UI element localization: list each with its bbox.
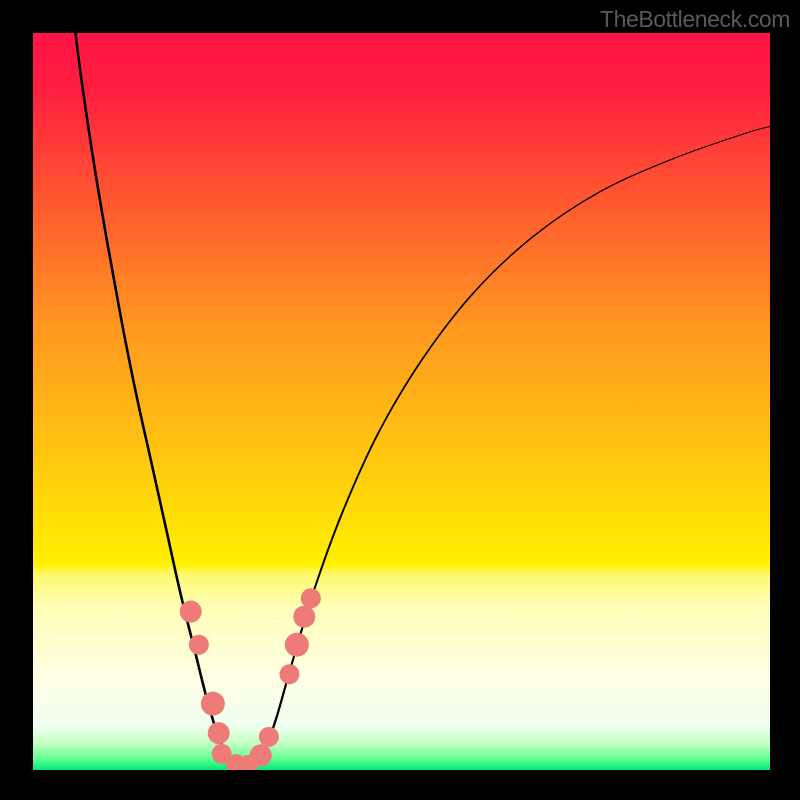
plot-svg — [33, 33, 770, 770]
marker-point — [279, 664, 299, 684]
marker-point — [189, 635, 209, 655]
chart-frame: TheBottleneck.com — [0, 0, 800, 800]
marker-point — [285, 633, 309, 657]
marker-point — [301, 588, 321, 608]
marker-point — [201, 692, 225, 716]
marker-point — [180, 601, 202, 623]
marker-point — [293, 606, 315, 628]
watermark-text: TheBottleneck.com — [600, 6, 790, 33]
marker-point — [250, 744, 272, 766]
plot-background — [33, 33, 770, 770]
plot-area — [33, 33, 770, 770]
marker-point — [259, 727, 279, 747]
marker-point — [208, 722, 230, 744]
